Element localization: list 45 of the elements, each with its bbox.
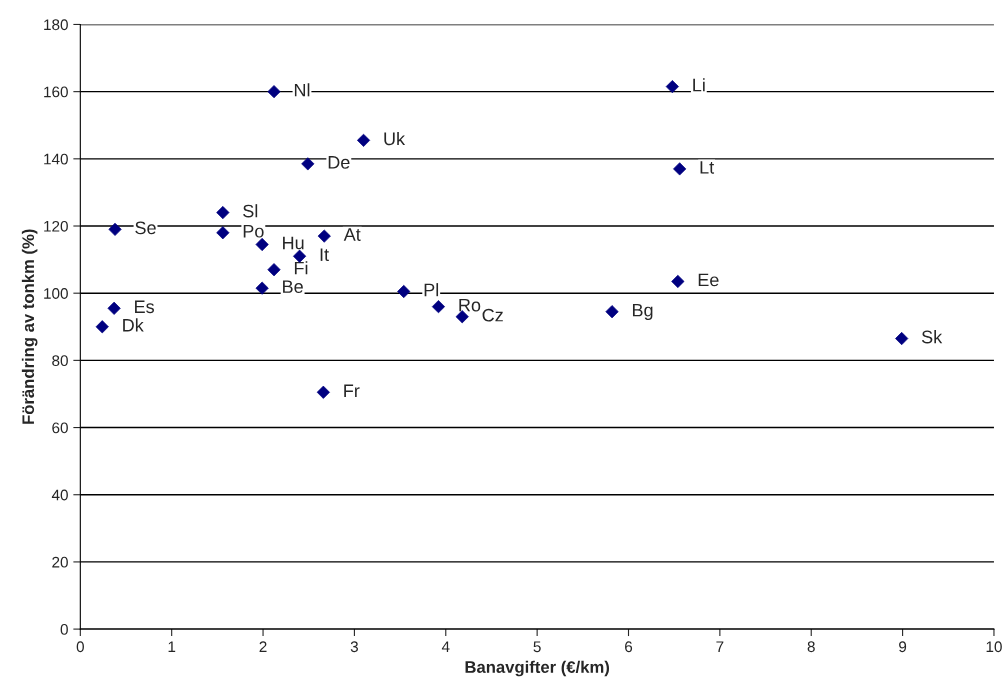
annotation: Sk	[921, 330, 943, 344]
annotation: Ro	[459, 298, 481, 312]
x-tick-label: 3	[350, 641, 358, 653]
x-tick-label: 9	[899, 641, 907, 653]
annotation: De	[328, 156, 350, 169]
annotation: Li	[693, 78, 705, 92]
annotation: It	[320, 248, 329, 262]
x-tick-label: 2	[259, 641, 267, 652]
annotation: Hu	[283, 236, 304, 250]
annotation: Bg	[632, 303, 653, 321]
x-tick-label: 10	[986, 641, 1002, 653]
annotation: Fi	[294, 261, 308, 275]
y-axis-title: Förändring av tonkm (%)	[21, 229, 38, 424]
x-tick-label: 6	[625, 641, 633, 653]
annotation: Be	[283, 280, 303, 293]
annotation: Dk	[123, 318, 144, 332]
x-tick-label: 8	[807, 641, 815, 653]
x-tick-label: 4	[441, 641, 450, 652]
y-tick-label: 180	[44, 19, 68, 31]
annotation: Es	[135, 300, 154, 314]
annotation: Se	[135, 221, 156, 235]
y-tick-label: 60	[52, 422, 68, 434]
annotation: Uk	[384, 131, 406, 146]
x-tick-label: 0	[76, 641, 84, 653]
annotation: Fr	[344, 384, 360, 397]
y-tick-label: 20	[52, 556, 68, 568]
y-tick-label: 120	[44, 220, 68, 232]
annotation: Ee	[698, 273, 719, 287]
x-tick-label: 7	[716, 641, 724, 652]
y-tick-label: 140	[44, 153, 68, 165]
annotation: Po	[243, 224, 264, 238]
y-tick-label: 100	[44, 288, 68, 299]
annotation: Lt	[700, 161, 715, 174]
y-tick-label: 160	[44, 86, 68, 98]
annotation: Nl	[294, 83, 310, 97]
annotation: Pl	[424, 283, 439, 297]
y-tick-label: 40	[51, 489, 68, 501]
y-tick-label: 0	[60, 623, 68, 635]
annotation: Sl	[243, 204, 258, 218]
annotation: At	[343, 228, 361, 241]
x-axis-title: Banavgifter (€/km)	[465, 660, 610, 677]
x-tick-label: 1	[168, 641, 176, 652]
x-tick-label: 5	[533, 641, 541, 653]
y-tick-label: 80	[52, 355, 68, 367]
annotation: Cz	[482, 308, 503, 322]
